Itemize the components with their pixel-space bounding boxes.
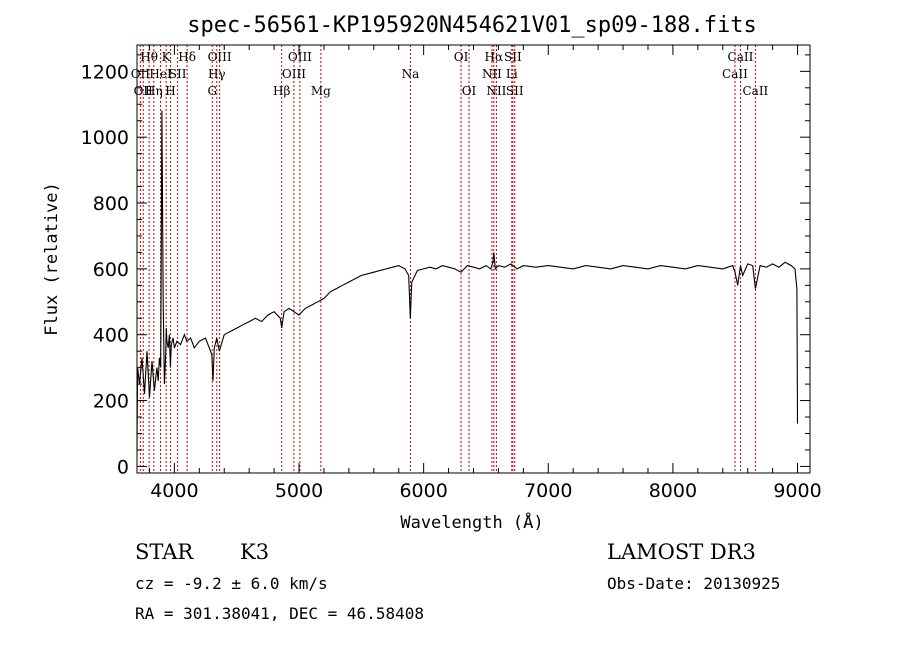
spectral-line-label: HeI xyxy=(149,67,172,81)
y-tick-label: 800 xyxy=(93,193,129,215)
y-axis-label: Flux (relative) xyxy=(42,182,62,336)
spectral-line-label: NII xyxy=(482,67,502,81)
spectral-line-markers xyxy=(139,45,756,473)
survey-name: LAMOST DR3 xyxy=(607,540,756,564)
spectral-line-label: OIII xyxy=(282,67,306,81)
spectral-line-label: SII xyxy=(506,84,524,98)
spectral-line-label: Hβ xyxy=(273,84,290,98)
spectral-line-label: OIII xyxy=(208,50,232,64)
x-tick-label: 9000 xyxy=(773,480,821,502)
object-class: STAR xyxy=(135,540,194,564)
spectral-line-label: G xyxy=(207,84,217,98)
obs-date: Obs-Date: 20130925 xyxy=(607,574,780,593)
spectral-line-labels: OIIOIIHθHηHeIKHSIIHδGHγOIIIHβOIIIOIIIMgN… xyxy=(131,50,769,98)
x-axis-tick-labels: 4000 5000 6000 7000 8000 9000 xyxy=(150,480,822,502)
spectral-line-label: Na xyxy=(402,67,420,81)
spectral-line-label: OIII xyxy=(288,50,312,64)
spectral-line-label: Hη xyxy=(145,84,163,98)
x-tick-label: 8000 xyxy=(649,480,697,502)
y-tick-label: 600 xyxy=(93,259,129,281)
spectral-line-label: OI xyxy=(454,50,469,64)
x-axis-label: Wavelength (Å) xyxy=(400,511,543,533)
spectral-line-label: CaII xyxy=(722,67,748,81)
spectral-line-label: CaII xyxy=(728,50,754,64)
x-tick-label: 6000 xyxy=(399,480,447,502)
spectral-line-label: Mg xyxy=(311,84,331,98)
ra-dec: RA = 301.38041, DEC = 46.58408 xyxy=(135,604,424,623)
y-axis-tick-labels: 0 200 400 600 800 1000 1200 xyxy=(81,61,129,478)
plot-frame xyxy=(136,44,811,474)
spectral-line-label: H xyxy=(165,84,175,98)
spectral-line-label: SII xyxy=(504,50,522,64)
spectral-line-label: Hδ xyxy=(178,50,196,64)
spectrum-line xyxy=(136,110,799,451)
spectral-line-label: OI xyxy=(462,84,477,98)
object-subclass: K3 xyxy=(240,540,269,564)
spectral-line-label: Hγ xyxy=(208,67,226,81)
spectral-line-label: Hθ xyxy=(140,50,158,64)
y-tick-label: 200 xyxy=(93,391,129,413)
spectral-line-label: CaII xyxy=(742,84,768,98)
spectral-line-label: Li xyxy=(506,67,518,81)
redshift-text: cz = -9.2 ± 6.0 km/s xyxy=(135,574,328,593)
spectral-line-label: OII xyxy=(131,67,151,81)
chart-title: spec-56561-KP195920N454621V01_sp09-188.f… xyxy=(187,13,757,38)
y-tick-label: 1000 xyxy=(81,127,129,149)
spectral-line-label: K xyxy=(162,50,172,64)
spectral-line-label: SII xyxy=(169,67,187,81)
spectral-line-label: Hα xyxy=(485,50,504,64)
y-tick-label: 0 xyxy=(117,456,129,478)
y-tick-label: 1200 xyxy=(81,61,129,83)
spectral-line-label: NII xyxy=(486,84,506,98)
y-axis-ticks xyxy=(137,54,810,467)
x-axis-ticks xyxy=(148,45,799,473)
x-tick-label: 4000 xyxy=(150,480,198,502)
x-tick-label: 5000 xyxy=(275,480,323,502)
x-tick-label: 7000 xyxy=(524,480,572,502)
y-tick-label: 400 xyxy=(93,325,129,347)
